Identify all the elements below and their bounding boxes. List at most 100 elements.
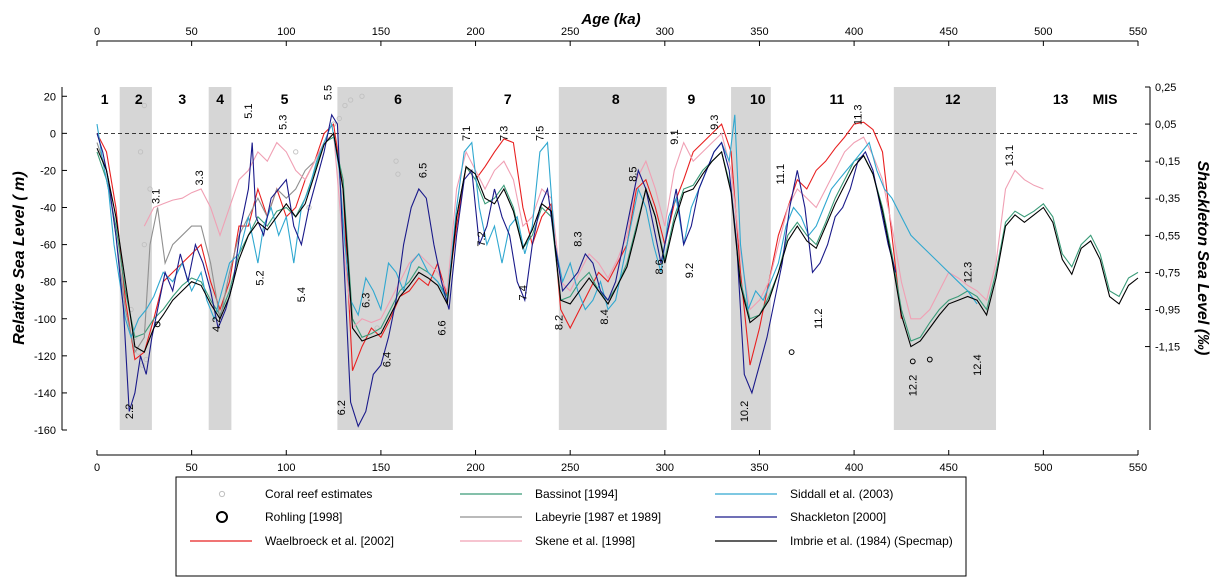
mis-stage-label-7: 8 [612, 91, 620, 107]
substage-label-24: 9.1 [669, 129, 681, 144]
mis-stage-label-6: 7 [504, 91, 512, 107]
y-axis-label: Relative Sea Level ( m) [11, 171, 28, 344]
series-rohling-1998 [154, 321, 933, 365]
y2-tick-label-3: -0,35 [1155, 193, 1180, 205]
mis-stage-label-4: 5 [281, 91, 289, 107]
point-rohling-1998-3 [926, 356, 933, 363]
mis-stage-label-12: 13 [1053, 91, 1069, 107]
mis-stage-label-2: 3 [178, 91, 186, 107]
y2-tick-label-7: -1,15 [1155, 342, 1180, 354]
substage-label-2: 3.3 [194, 170, 206, 185]
top-tick-label-0: 0 [94, 26, 100, 38]
glacial-band-2 [337, 87, 453, 430]
glacial-band-1 [208, 87, 232, 430]
y-tick-label-7: -120 [34, 351, 56, 363]
point-coral-reef-estimates-13 [359, 93, 365, 99]
y-tick-label-9: -160 [34, 425, 56, 437]
y-tick-label-1: 0 [50, 128, 56, 140]
mis-stage-label-10: 11 [829, 91, 844, 107]
mis-stage-label-3: 4 [216, 91, 224, 107]
mis-stage-label-9: 10 [750, 91, 766, 107]
substage-label-28: 11.1 [775, 164, 787, 185]
legend-label-skene-et-al-1998: Skene et al. [1998] [535, 534, 635, 548]
top-tick-label-2: 100 [277, 26, 295, 38]
point-coral-reef-estimates-5 [141, 241, 147, 248]
chart-title: Age (ka) [580, 11, 640, 28]
substage-label-31: 12.2 [908, 375, 920, 396]
substage-label-10: 6.3 [361, 293, 373, 308]
substage-label-5: 5.2 [255, 270, 267, 285]
substage-label-13: 6.6 [436, 320, 448, 335]
y2-axis-label: Shackleton Sea Level (‰) [1194, 161, 1211, 356]
legend-box [175, 476, 967, 577]
point-rohling-1998-1 [788, 349, 795, 356]
legend-label-imbrie-et-al-1984-specmap: Imbrie et al. (1984) (Specmap) [790, 534, 953, 548]
y2-tick-label-5: -0,75 [1155, 267, 1180, 279]
legend-marker-rohling-1998 [216, 511, 228, 523]
point-coral-reef-estimates-10 [336, 115, 342, 122]
substage-label-12: 6.5 [417, 163, 429, 178]
bottom-tick-label-11: 550 [1129, 462, 1147, 474]
mis-stage-label-5: 6 [394, 91, 402, 107]
mis-stage-label-8: 9 [688, 91, 696, 107]
axes: 0050501001001501502002002502503003003503… [34, 26, 1180, 474]
substage-label-22: 8.5 [627, 166, 639, 181]
y-tick-label-5: -80 [40, 277, 56, 289]
legend-label-labeyrie-1987-et-1989: Labeyrie [1987 et 1989] [535, 510, 661, 524]
top-tick-label-5: 250 [561, 26, 579, 38]
substage-label-32: 12.3 [962, 262, 974, 283]
labels: 1 2 3 4 5 6 7 8 9 10 11 12 13 MIS2.23.13.34.25.15.25.… [101, 85, 1118, 422]
point-coral-reef-estimates-1 [135, 349, 142, 355]
substage-label-15: 7.2 [476, 231, 488, 246]
legend-label-waelbroeck-et-al-2002: Waelbroeck et al. [2002] [265, 534, 394, 548]
series-labeyrie-1987-et-1989 [96, 133, 334, 354]
series-shackleton-2000 [96, 113, 897, 428]
substage-label-6: 5.3 [277, 115, 289, 130]
mis-stage-label-0: 1 [101, 91, 109, 107]
bottom-tick-label-2: 100 [277, 462, 295, 474]
glacial-band-5 [893, 87, 997, 430]
substage-label-17: 7.4 [518, 285, 530, 300]
bottom-tick-label-6: 300 [656, 462, 674, 474]
substage-label-25: 9.2 [684, 263, 696, 278]
substage-label-3: 4.2 [211, 317, 223, 332]
bottom-tick-label-7: 350 [750, 462, 768, 474]
top-tick-label-3: 150 [372, 26, 390, 38]
top-tick-label-9: 450 [940, 26, 958, 38]
substage-label-26: 9.3 [709, 115, 721, 130]
point-coral-reef-estimates-8 [137, 149, 144, 155]
substage-label-16: 7.3 [499, 126, 511, 141]
substage-label-14: 7.1 [461, 126, 473, 141]
y-tick-label-6: -100 [34, 314, 56, 326]
point-coral-reef-estimates-12 [347, 97, 354, 103]
series-imbrie-et-al-1984-specmap [96, 132, 1139, 353]
substage-label-4: 5.1 [243, 103, 255, 118]
top-tick-label-10: 500 [1034, 26, 1052, 38]
legend-marker-coral-reef-estimates [218, 490, 226, 498]
point-coral-reef-estimates-6 [147, 186, 153, 192]
point-coral-reef-estimates-11 [342, 102, 348, 109]
legend-label-shackleton-2000: Shackleton [2000] [790, 510, 886, 524]
legend-label-rohling-1998: Rohling [1998] [265, 510, 342, 524]
mis-stage-label-1: 2 [135, 91, 143, 107]
y-tick-label-3: -40 [40, 203, 56, 215]
substage-label-34: 13.1 [1004, 145, 1016, 166]
bottom-tick-label-1: 50 [186, 462, 198, 474]
y2-tick-label-0: 0,25 [1155, 82, 1176, 94]
point-coral-reef-estimates-7 [141, 102, 147, 109]
bottom-tick-label-9: 450 [940, 462, 958, 474]
mis-stage-label-11: 12 [945, 91, 961, 107]
y2-tick-label-1: 0,05 [1155, 119, 1176, 131]
legend-label-bassinot-1994: Bassinot [1994] [535, 487, 618, 501]
substage-label-30: 11.3 [853, 105, 865, 126]
substage-label-19: 8.2 [554, 315, 566, 330]
point-coral-reef-estimates-16 [395, 171, 401, 177]
top-tick-label-8: 400 [845, 26, 863, 38]
substage-label-1: 3.1 [150, 189, 162, 204]
point-coral-reef-estimates-18 [293, 149, 299, 155]
legend: Coral reef estimates Rohling [1998] Waelbr… [175, 476, 967, 577]
y2-tick-label-6: -0,95 [1155, 304, 1180, 316]
y-tick-label-0: 20 [44, 91, 56, 103]
glacial-band-3 [558, 87, 667, 430]
